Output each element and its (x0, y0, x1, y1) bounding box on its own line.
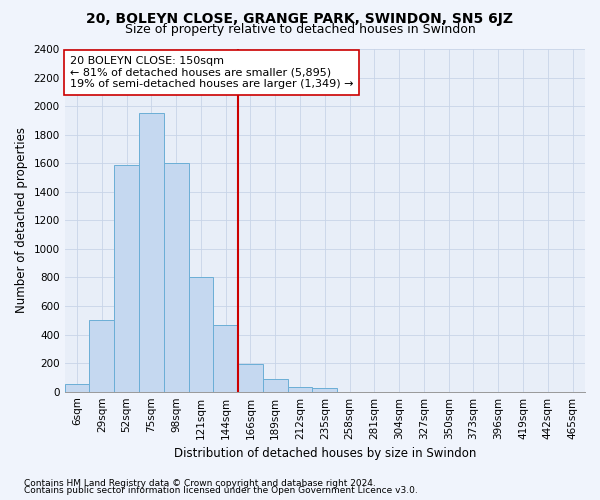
Bar (313, 388, 337, 392)
Bar (89, 320, 114, 392)
X-axis label: Distribution of detached houses by size in Swindon: Distribution of detached houses by size … (173, 447, 476, 460)
Bar (65, 384, 89, 392)
Text: Contains public sector information licensed under the Open Government Licence v3: Contains public sector information licen… (24, 486, 418, 495)
Bar (238, 364, 263, 392)
Bar (114, 164, 139, 392)
Y-axis label: Number of detached properties: Number of detached properties (15, 128, 28, 314)
Text: Contains HM Land Registry data © Crown copyright and database right 2024.: Contains HM Land Registry data © Crown c… (24, 478, 376, 488)
Bar (164, 163, 188, 392)
Text: 20 BOLEYN CLOSE: 150sqm
← 81% of detached houses are smaller (5,895)
19% of semi: 20 BOLEYN CLOSE: 150sqm ← 81% of detache… (70, 56, 353, 89)
Bar (188, 278, 214, 392)
Text: Size of property relative to detached houses in Swindon: Size of property relative to detached ho… (125, 22, 475, 36)
Bar (287, 386, 313, 392)
Bar (263, 379, 287, 392)
Bar (214, 324, 238, 392)
Text: 20, BOLEYN CLOSE, GRANGE PARK, SWINDON, SN5 6JZ: 20, BOLEYN CLOSE, GRANGE PARK, SWINDON, … (86, 12, 514, 26)
Bar (139, 114, 164, 392)
